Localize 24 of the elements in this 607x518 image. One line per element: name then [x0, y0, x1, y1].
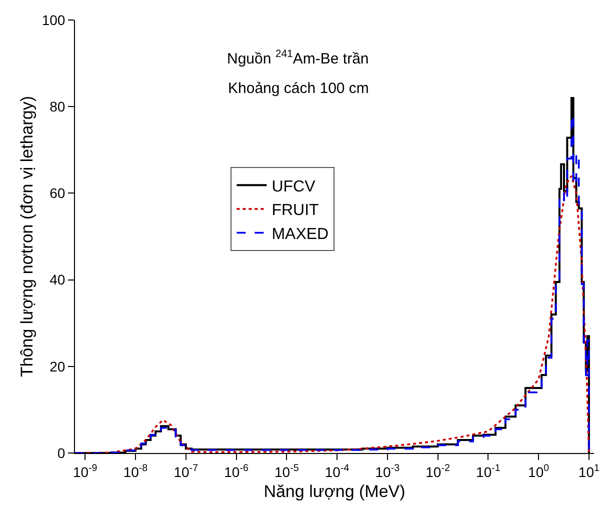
y-tick-label: 20	[50, 358, 66, 374]
y-tick-label: 100	[42, 12, 66, 28]
x-tick-label: 10$^{-5}$	[274, 462, 300, 480]
y-tick-label: 60	[50, 185, 66, 202]
x-tick-label: 10$^{-6}$	[224, 462, 249, 480]
y-tick-label: 40	[50, 272, 66, 288]
x-tick-label: 10$^{-8}$	[123, 462, 148, 480]
y-tick-label: 0	[57, 444, 66, 461]
y-tick-label: 80	[50, 98, 66, 114]
y-axis-title: Thông lượng nơtron (đơn vị lethargy)	[17, 96, 36, 378]
annotation: Khoảng cách 100 cm	[228, 80, 369, 97]
x-tick-label: 10$^{-7}$	[174, 462, 198, 480]
x-tick-label: 10$^{1}$	[578, 462, 600, 480]
x-tick-label: 10$^{-4}$	[324, 462, 350, 480]
legend-label: FRUIT	[272, 202, 320, 220]
x-axis-title: Năng lượng (MeV)	[264, 482, 406, 502]
x-tick-label: 10$^{-9}$	[72, 462, 98, 480]
legend-label: UFCV	[272, 178, 316, 196]
legend-label: MAXED	[272, 226, 329, 243]
x-tick-label: 10$^{-2}$	[426, 462, 450, 480]
x-tick-label: 10$^{-1}$	[476, 462, 500, 480]
x-tick-label: 10$^{0}$	[528, 462, 550, 480]
x-tick-label: 10$^{-3}$	[375, 462, 400, 480]
annotation: Nguồn $^{241}$Am-Be trần	[227, 48, 369, 68]
